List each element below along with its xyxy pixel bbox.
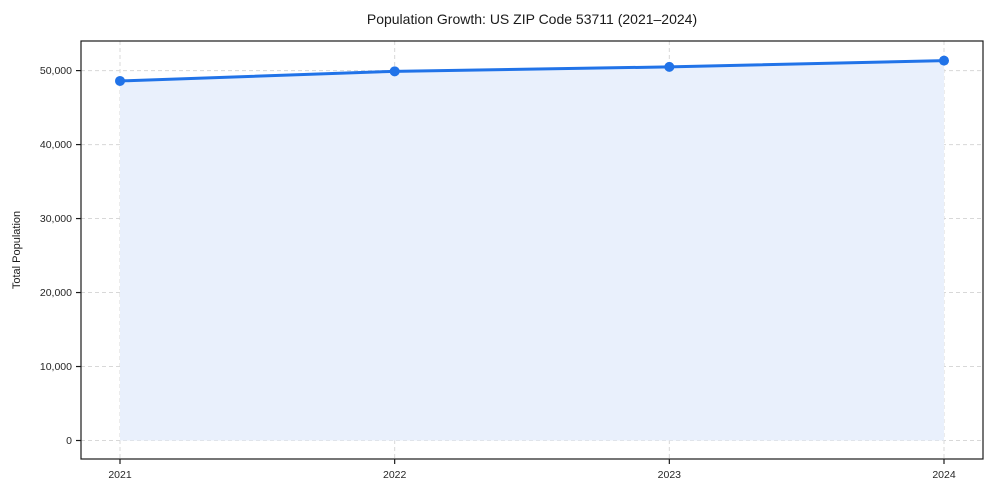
y-tick-label: 20,000: [40, 287, 72, 299]
x-tick-label: 2023: [658, 469, 682, 481]
data-point-2022: [389, 66, 400, 77]
x-tick-label: 2021: [108, 469, 132, 481]
series-line: [118, 59, 946, 83]
chart-title: Population Growth: US ZIP Code 53711 (20…: [366, 11, 698, 27]
data-point-2024: [939, 55, 949, 66]
y-tick-label: 50,000: [40, 65, 72, 77]
x-tick-label: 2022: [383, 469, 407, 481]
y-tick-label: 0: [66, 435, 72, 447]
area-fill: [120, 60, 944, 441]
x-tick-label: 2024: [932, 469, 956, 481]
data-point-2023: [664, 61, 675, 72]
y-tick-label: 10,000: [40, 361, 72, 373]
y-tick-label: 30,000: [40, 213, 72, 225]
y-tick-label: 40,000: [40, 139, 72, 151]
plot-border: [80, 40, 984, 460]
data-point-2021: [115, 75, 125, 86]
